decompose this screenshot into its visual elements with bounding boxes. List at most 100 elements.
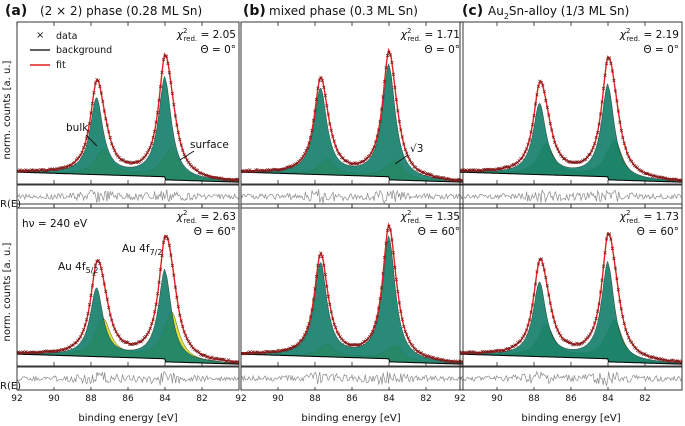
data-point (161, 57, 166, 62)
data-point (604, 237, 609, 241)
column-b-title: mixed phase (0.3 ML Sn) (269, 4, 418, 18)
data-point (545, 105, 549, 110)
data-point (302, 152, 307, 156)
data-point (130, 342, 135, 347)
data-point (173, 285, 178, 289)
data-point (551, 135, 555, 139)
data-point (185, 337, 189, 341)
data-point (529, 310, 533, 314)
data-point (649, 355, 653, 360)
data-point (374, 320, 378, 325)
data-point (113, 327, 117, 331)
fit-line (241, 222, 463, 363)
data-point (604, 62, 609, 66)
panel-a-top: χ2 red. = 2.05Θ = 0° (16, 21, 240, 185)
data-point (328, 302, 332, 307)
data-point (627, 336, 631, 340)
data-point (133, 160, 138, 164)
data-point (24, 168, 28, 172)
data-point (399, 128, 403, 132)
data-point (154, 302, 158, 306)
data-point (554, 144, 558, 148)
data-point (680, 179, 682, 183)
legend-label-background: background (56, 45, 112, 56)
data-point (548, 301, 552, 305)
data-point (147, 148, 151, 152)
data-point (547, 293, 551, 297)
data-point (625, 151, 629, 156)
data-point (588, 332, 592, 336)
data-point (104, 289, 108, 294)
data-point (530, 123, 535, 127)
x-tick-label: 82 (420, 394, 431, 404)
data-point (527, 138, 532, 142)
x-label-b: binding energy [eV] (301, 413, 400, 424)
data-point (155, 292, 160, 296)
data-point (176, 305, 180, 309)
data-point (142, 155, 146, 159)
data-point (297, 341, 301, 346)
data-point (173, 114, 178, 118)
data-point (84, 136, 89, 140)
data-point (304, 148, 308, 153)
data-point (535, 93, 539, 97)
data-point (461, 179, 463, 183)
data-point (595, 309, 600, 313)
data-point (362, 159, 366, 163)
data-point (157, 280, 161, 285)
data-point (406, 336, 410, 340)
data-point (160, 70, 164, 75)
panel-c-bot: χ2 red. = 1.73Θ = 60° (459, 203, 683, 367)
data-point (408, 158, 412, 162)
data-point (71, 343, 75, 347)
panel-b-top: χ2 red. = 1.71Θ = 0° (240, 21, 464, 185)
panel-plot-c-bot (460, 231, 682, 365)
data-point (520, 336, 524, 340)
data-point (292, 163, 296, 167)
data-point (144, 153, 148, 157)
data-point (307, 141, 311, 145)
data-point (53, 167, 58, 172)
data-point (164, 54, 169, 58)
data-point (331, 317, 335, 321)
data-point (536, 262, 541, 266)
data-point (542, 268, 547, 272)
data-point (99, 91, 104, 95)
data-point (158, 85, 163, 89)
data-point (90, 101, 95, 106)
data-point (141, 338, 145, 342)
data-point (301, 154, 305, 158)
data-point (425, 353, 430, 358)
panel-plot-c-top (460, 55, 682, 183)
data-point (148, 146, 152, 150)
column-c-letter: (c) (462, 3, 483, 19)
y-label-bottom: norm. counts [a. u.] (2, 242, 13, 341)
annotation-au-4f52: Au 4f5/2 (58, 261, 98, 275)
residual-label-top: R(E) (0, 199, 21, 210)
data-point (523, 150, 527, 154)
annotation-hv: hν = 240 eV (22, 218, 88, 230)
annotation-au-4f72: Au 4f7/2 (122, 243, 162, 257)
data-point (588, 152, 592, 156)
x-tick-label: 84 (159, 394, 171, 404)
data-point (526, 323, 530, 327)
x-tick-label: 88 (528, 394, 540, 404)
data-point (397, 301, 402, 305)
data-point (600, 100, 604, 104)
data-point (411, 162, 415, 166)
data-point (86, 129, 90, 134)
data-point (102, 109, 106, 113)
x-tick-label: 92 (235, 394, 246, 404)
data-point (83, 142, 87, 147)
data-point (631, 343, 635, 347)
data-point (545, 284, 549, 288)
data-point (108, 135, 112, 140)
data-point (81, 145, 86, 150)
data-point (385, 53, 390, 58)
data-point (439, 358, 443, 363)
data-point (615, 99, 619, 103)
chi2-label: χ2 red. = 1.71 (400, 27, 460, 43)
data-point (584, 157, 588, 162)
data-point (169, 253, 173, 257)
